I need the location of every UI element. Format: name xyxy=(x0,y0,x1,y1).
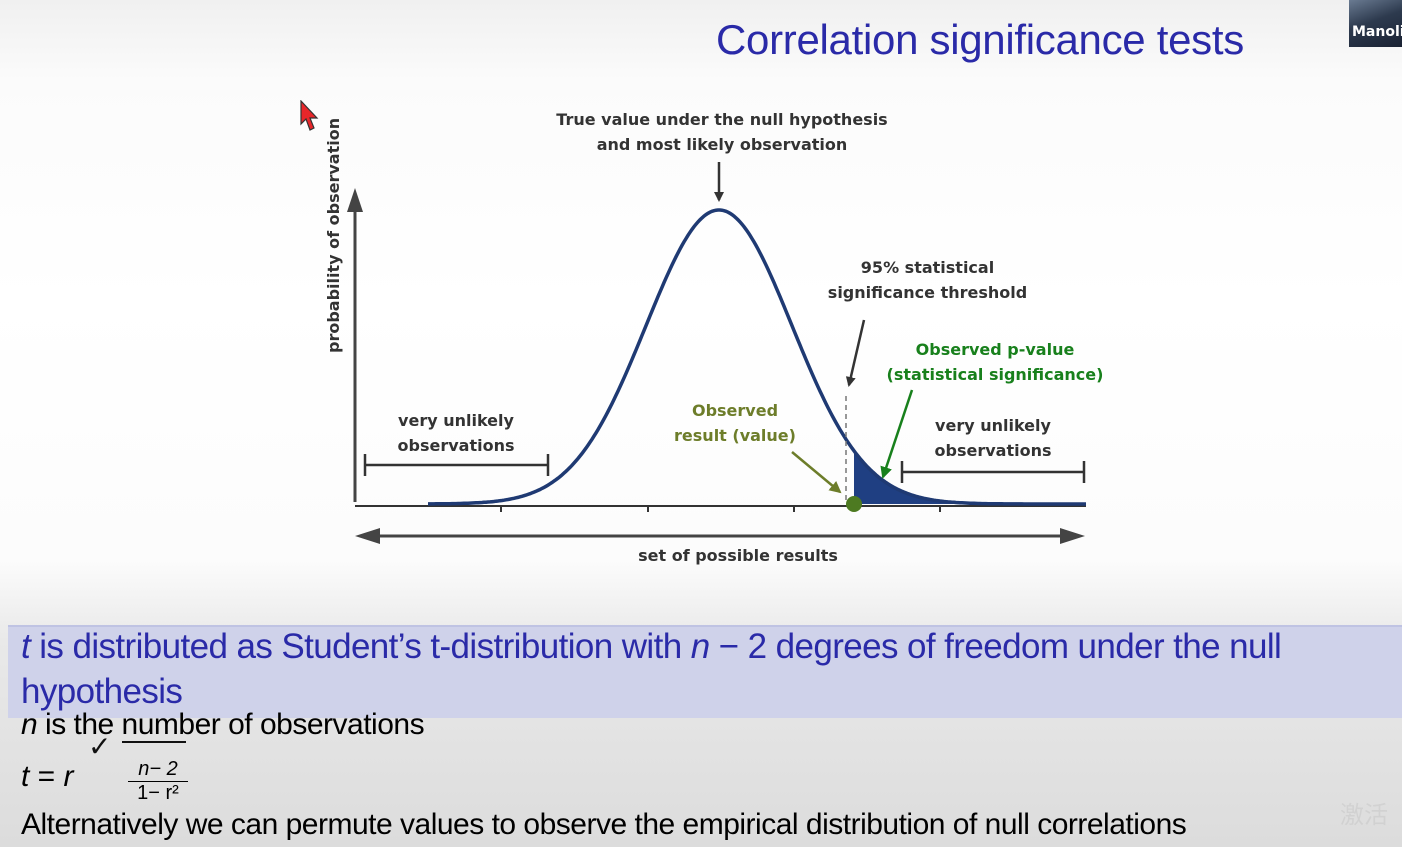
p-value-label-line2: (statistical significance) xyxy=(886,365,1104,384)
formula-numerator: n− 2 xyxy=(128,758,188,782)
webcam-thumbnail[interactable]: Manolis xyxy=(1349,0,1402,47)
activation-watermark: 激活 xyxy=(1340,801,1388,829)
null-hypothesis-label-line1: True value under the null hypothesis xyxy=(556,110,888,129)
observed-label-line1: Observed xyxy=(691,401,779,420)
slide-title: Correlation significance tests xyxy=(716,16,1244,63)
p-value-tail-area xyxy=(854,450,1086,504)
null-distribution-figure: True value under the null hypothesis and… xyxy=(300,100,1120,580)
y-axis-arrowhead xyxy=(347,188,363,212)
highlight-band xyxy=(8,625,1402,718)
participant-name-label: Manolis xyxy=(1352,24,1402,40)
results-arrow-right-head xyxy=(1060,528,1085,544)
observed-result-point xyxy=(846,496,862,512)
n-definition-text: is the number of observations xyxy=(37,708,425,741)
t-distribution-text-b: − 2 degrees of freedom under the null hy… xyxy=(21,627,1282,711)
observed-result-arrow xyxy=(791,451,842,494)
variable-n: n xyxy=(690,627,710,666)
checkmark-annotation-icon: ✓ xyxy=(88,731,112,762)
t-distribution-text-a: is distributed as Student’s t-distributi… xyxy=(30,627,691,666)
t-statistic-formula: t = r n− 2 1− r² xyxy=(21,758,188,804)
right-unlikely-label-line1: very unlikely xyxy=(935,416,1051,435)
t-distribution-statement: t is distributed as Student’s t-distribu… xyxy=(21,624,1391,714)
p-value-label: Observed p-value (statistical significan… xyxy=(886,337,1104,387)
variable-t: t xyxy=(21,627,31,666)
left-unlikely-label-line1: very unlikely xyxy=(398,411,514,430)
distribution-diagram xyxy=(347,162,1086,544)
underline-annotation xyxy=(122,741,186,743)
formula-lhs-t: t xyxy=(21,760,30,793)
formula-r: r xyxy=(63,760,74,793)
permutation-statement: Alternatively we can permute values to o… xyxy=(21,808,1187,841)
left-unlikely-label: very unlikely observations xyxy=(392,408,520,458)
threshold-label-line1: 95% statistical xyxy=(860,258,995,277)
formula-equals: = xyxy=(29,760,64,793)
y-axis-label: probability of observation xyxy=(324,117,343,353)
formula-fraction: n− 2 1− r² xyxy=(128,758,188,804)
observed-label-line2: result (value) xyxy=(674,426,796,445)
right-unlikely-label-line2: observations xyxy=(934,441,1052,460)
x-axis-label: set of possible results xyxy=(638,546,838,565)
observed-result-label: Observed result (value) xyxy=(670,398,800,448)
p-value-arrow xyxy=(880,389,914,479)
variable-n: n xyxy=(21,708,38,741)
mouse-cursor-icon xyxy=(300,100,319,131)
threshold-label-line2: significance threshold xyxy=(827,283,1028,302)
left-unlikely-label-line2: observations xyxy=(397,436,515,455)
threshold-arrow xyxy=(845,319,866,387)
results-arrow-left-head xyxy=(355,528,380,544)
n-definition: n is the number of observations xyxy=(21,708,425,742)
null-distribution-curve xyxy=(428,208,1086,506)
formula-denominator: 1− r² xyxy=(137,782,179,804)
p-value-label-line1: Observed p-value xyxy=(915,340,1075,359)
null-hypothesis-label: True value under the null hypothesis and… xyxy=(552,107,892,157)
threshold-label: 95% statistical significance threshold xyxy=(820,255,1035,305)
right-unlikely-label: very unlikely observations xyxy=(929,413,1057,463)
null-hypothesis-label-line2: and most likely observation xyxy=(596,135,848,154)
